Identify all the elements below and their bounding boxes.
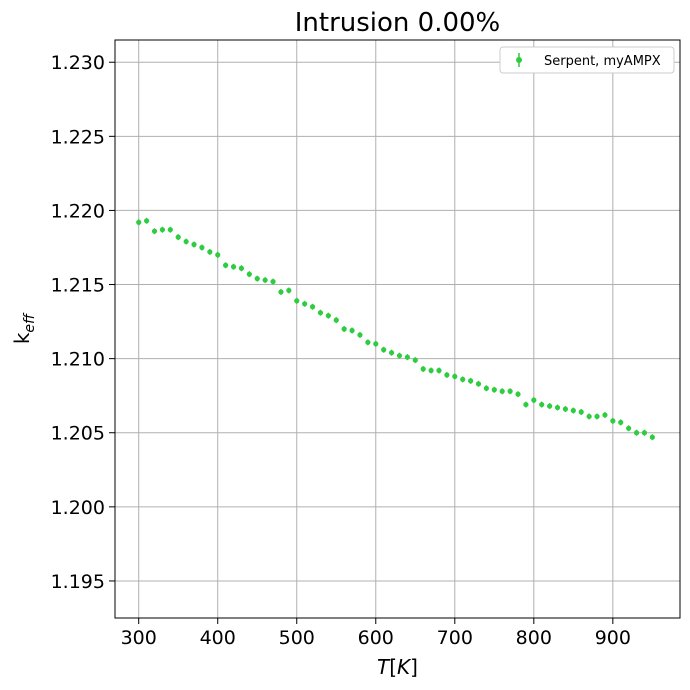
data-point xyxy=(381,347,387,353)
data-point xyxy=(388,350,395,356)
data-point xyxy=(539,401,545,408)
grid xyxy=(115,40,680,618)
data-point xyxy=(136,219,142,225)
data-point xyxy=(412,357,418,363)
data-point xyxy=(207,249,213,255)
data-point xyxy=(641,430,648,436)
x-axis-label-bracket-close: ] xyxy=(410,655,418,679)
data-point xyxy=(396,353,403,359)
y-tick-label: 1.200 xyxy=(51,497,105,519)
y-tick-label: 1.210 xyxy=(51,349,105,371)
x-tick-label: 500 xyxy=(279,627,315,649)
data-point xyxy=(452,373,458,380)
data-point xyxy=(270,278,276,285)
data-point xyxy=(649,434,655,440)
data-point xyxy=(554,404,561,411)
x-axis-label-symbol: T xyxy=(377,655,391,679)
data-point xyxy=(199,244,205,251)
data-point xyxy=(144,218,150,224)
data-point xyxy=(626,425,632,431)
x-tick-label: 600 xyxy=(358,627,394,649)
data-point xyxy=(444,372,450,378)
x-tick-label: 700 xyxy=(437,627,473,649)
data-point xyxy=(262,277,268,283)
legend-box xyxy=(499,46,675,74)
y-tick-label: 1.195 xyxy=(51,571,105,593)
data-points xyxy=(136,217,655,441)
data-point xyxy=(578,409,584,415)
data-point xyxy=(246,271,252,277)
data-point xyxy=(191,241,197,248)
legend-entry-label: Serpent, myAMPX xyxy=(544,54,661,69)
data-point xyxy=(215,252,221,258)
data-point xyxy=(175,234,181,240)
data-point xyxy=(357,332,363,338)
data-point xyxy=(570,407,576,414)
data-point xyxy=(294,298,300,304)
x-tick-label: 900 xyxy=(595,627,631,649)
data-point xyxy=(475,381,482,387)
data-point xyxy=(325,313,331,319)
data-point xyxy=(373,341,379,347)
data-point xyxy=(491,387,497,393)
data-point xyxy=(349,327,355,334)
chart-title: Intrusion 0.00% xyxy=(295,8,501,38)
data-point xyxy=(309,304,316,310)
data-point xyxy=(159,227,166,233)
data-point xyxy=(317,310,324,316)
data-point xyxy=(420,366,426,372)
x-axis-label: T[K] xyxy=(377,655,418,679)
data-point xyxy=(286,287,292,294)
data-point xyxy=(254,276,260,282)
data-point xyxy=(460,376,466,382)
data-point xyxy=(562,406,569,412)
data-point xyxy=(167,227,173,233)
x-tick-label: 400 xyxy=(200,627,236,649)
legend: Serpent, myAMPX xyxy=(499,46,675,74)
data-point xyxy=(404,354,410,360)
data-point xyxy=(230,264,237,270)
data-point xyxy=(365,339,371,345)
y-axis-label-subscript: eff xyxy=(22,312,38,333)
y-axis-label-base: k xyxy=(10,332,34,344)
data-point xyxy=(618,419,624,425)
y-tick-label: 1.230 xyxy=(51,52,105,74)
data-point xyxy=(151,228,158,234)
data-point xyxy=(633,430,640,436)
x-tick-label: 800 xyxy=(516,627,552,649)
data-point xyxy=(278,289,284,295)
data-point xyxy=(436,367,442,374)
data-point xyxy=(594,413,600,420)
y-axis-label: keff xyxy=(10,312,38,344)
data-point xyxy=(531,397,537,403)
data-point xyxy=(333,317,339,323)
y-tick-label: 1.220 xyxy=(51,200,105,222)
plot-frame xyxy=(114,39,681,619)
x-axis-label-bracket-open: [ xyxy=(389,655,397,679)
y-tick-label: 1.205 xyxy=(51,423,105,445)
data-point xyxy=(467,378,474,384)
data-point xyxy=(515,391,521,397)
data-point xyxy=(483,385,489,391)
data-point xyxy=(499,388,505,394)
data-point xyxy=(602,412,608,418)
x-tick-label: 300 xyxy=(121,627,157,649)
ticks: 300 400 500 600 700 800 900 1.195 1.200 1.205 1.21… xyxy=(51,52,631,649)
data-point xyxy=(302,301,308,307)
data-point xyxy=(610,418,616,424)
data-point xyxy=(341,326,347,332)
data-point xyxy=(507,388,513,394)
y-tick-label: 1.215 xyxy=(51,275,105,297)
data-point xyxy=(238,265,245,271)
x-axis-label-unit: K xyxy=(397,655,412,679)
data-point xyxy=(523,401,529,408)
data-point xyxy=(183,238,189,245)
legend-marker-icon xyxy=(516,57,522,63)
data-point xyxy=(547,403,553,409)
data-point xyxy=(223,262,229,268)
data-point xyxy=(586,413,592,420)
y-tick-label: 1.225 xyxy=(51,126,105,148)
data-point xyxy=(428,367,434,374)
